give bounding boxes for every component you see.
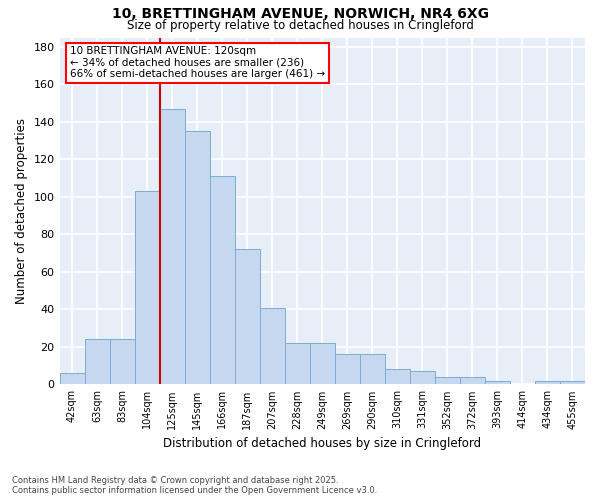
Bar <box>285 343 310 384</box>
Bar <box>310 343 335 384</box>
Bar <box>360 354 385 384</box>
Bar <box>134 192 160 384</box>
Bar <box>460 377 485 384</box>
Bar <box>85 340 110 384</box>
Text: Contains HM Land Registry data © Crown copyright and database right 2025.
Contai: Contains HM Land Registry data © Crown c… <box>12 476 377 495</box>
Bar <box>435 377 460 384</box>
Bar <box>110 340 134 384</box>
X-axis label: Distribution of detached houses by size in Cringleford: Distribution of detached houses by size … <box>163 437 481 450</box>
Bar <box>485 380 510 384</box>
Bar <box>560 380 585 384</box>
Bar <box>385 370 410 384</box>
Text: Size of property relative to detached houses in Cringleford: Size of property relative to detached ho… <box>127 18 473 32</box>
Bar <box>209 176 235 384</box>
Bar <box>335 354 360 384</box>
Bar <box>235 250 260 384</box>
Text: 10 BRETTINGHAM AVENUE: 120sqm
← 34% of detached houses are smaller (236)
66% of : 10 BRETTINGHAM AVENUE: 120sqm ← 34% of d… <box>70 46 325 80</box>
Bar <box>410 372 435 384</box>
Bar <box>160 109 185 384</box>
Bar <box>185 132 209 384</box>
Text: 10, BRETTINGHAM AVENUE, NORWICH, NR4 6XG: 10, BRETTINGHAM AVENUE, NORWICH, NR4 6XG <box>112 8 488 22</box>
Bar <box>535 380 560 384</box>
Bar <box>59 373 85 384</box>
Y-axis label: Number of detached properties: Number of detached properties <box>15 118 28 304</box>
Bar <box>260 308 285 384</box>
